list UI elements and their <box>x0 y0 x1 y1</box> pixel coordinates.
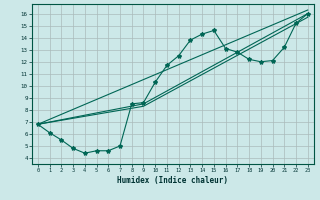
X-axis label: Humidex (Indice chaleur): Humidex (Indice chaleur) <box>117 176 228 185</box>
